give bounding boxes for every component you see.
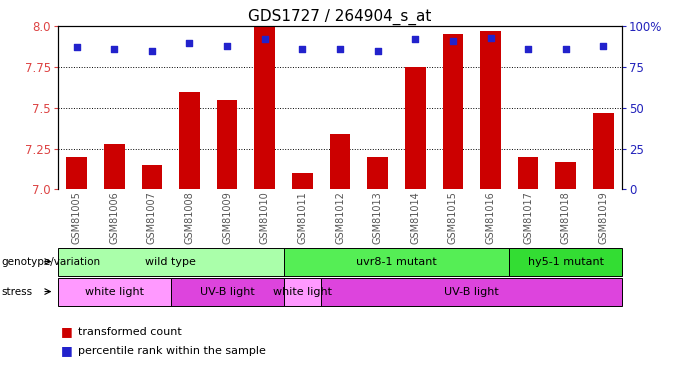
Text: uvr8-1 mutant: uvr8-1 mutant [356, 256, 437, 267]
Point [372, 48, 383, 54]
Text: hy5-1 mutant: hy5-1 mutant [528, 256, 604, 267]
Text: UV-B light: UV-B light [200, 286, 254, 297]
Bar [367, 157, 388, 189]
Bar [593, 113, 614, 189]
Point [71, 45, 82, 51]
Point [560, 46, 571, 52]
Text: wild type: wild type [146, 256, 196, 267]
Point [297, 46, 308, 52]
Point [146, 48, 157, 54]
Title: GDS1727 / 264904_s_at: GDS1727 / 264904_s_at [248, 9, 432, 25]
Bar [480, 31, 501, 189]
Text: genotype/variation: genotype/variation [1, 256, 101, 267]
Bar [556, 162, 576, 189]
Point [335, 46, 345, 52]
Bar [104, 144, 124, 189]
Point [410, 36, 421, 42]
Point [598, 43, 609, 49]
Bar [443, 34, 463, 189]
Bar [179, 92, 200, 189]
Point [485, 34, 496, 40]
Point [222, 43, 233, 49]
Text: ■: ■ [61, 344, 73, 357]
Text: UV-B light: UV-B light [444, 286, 499, 297]
Bar [254, 26, 275, 189]
Text: transformed count: transformed count [78, 327, 182, 337]
Text: percentile rank within the sample: percentile rank within the sample [78, 346, 266, 355]
Text: stress: stress [1, 286, 33, 297]
Bar [405, 67, 426, 189]
Bar [217, 100, 237, 189]
Bar [292, 173, 313, 189]
Text: ■: ■ [61, 326, 73, 338]
Bar [141, 165, 163, 189]
Point [184, 40, 195, 46]
Bar [517, 157, 539, 189]
Point [259, 36, 270, 42]
Bar [66, 157, 87, 189]
Point [447, 38, 458, 44]
Point [523, 46, 534, 52]
Text: white light: white light [85, 286, 143, 297]
Point [109, 46, 120, 52]
Bar [330, 134, 350, 189]
Text: white light: white light [273, 286, 332, 297]
